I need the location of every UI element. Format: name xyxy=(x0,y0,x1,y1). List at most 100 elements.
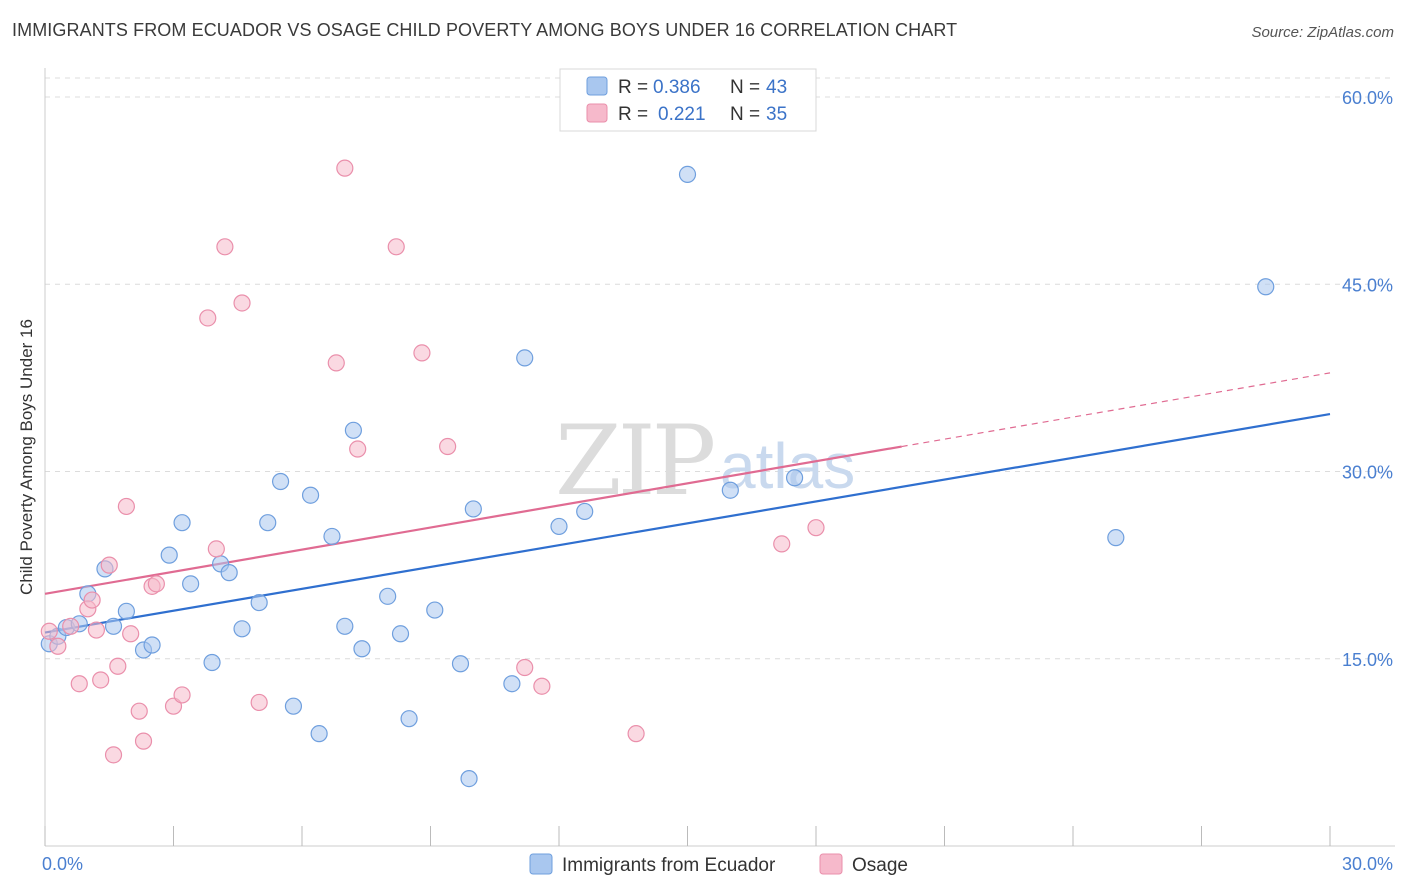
osage-point xyxy=(807,519,825,537)
ecuador-point xyxy=(426,601,444,619)
osage-point xyxy=(773,535,791,553)
ecuador-point xyxy=(104,617,123,635)
ecuador-point xyxy=(503,675,521,693)
y-axis-label: Child Poverty Among Boys Under 16 xyxy=(17,319,36,595)
ecuador-point xyxy=(451,655,470,673)
osage-point xyxy=(216,238,234,256)
osage-point xyxy=(413,344,431,362)
legend-r-value-2: 0.221 xyxy=(658,104,706,125)
ecuador-point xyxy=(271,472,290,491)
ecuador-point xyxy=(160,546,178,564)
osage-point xyxy=(49,637,67,655)
ecuador-point xyxy=(785,469,804,487)
y-tick-label: 15.0% xyxy=(1342,650,1393,670)
legend-swatch-osage-bottom xyxy=(819,853,843,875)
axes xyxy=(44,68,1395,847)
osage-point xyxy=(439,437,457,456)
ecuador-point xyxy=(353,640,371,658)
legend-swatch-osage xyxy=(586,103,608,123)
ecuador-point xyxy=(550,517,568,536)
osage-point xyxy=(207,540,225,558)
osage-point xyxy=(533,677,551,695)
osage-point xyxy=(92,671,110,689)
legend-n-value-1: 43 xyxy=(766,77,787,98)
osage-point xyxy=(117,497,135,516)
legend-swatch-ecuador xyxy=(586,76,608,96)
osage-point xyxy=(83,591,101,609)
osage-point xyxy=(109,657,127,675)
ecuador-point xyxy=(379,587,397,605)
osage-point xyxy=(199,309,217,327)
osage-point xyxy=(250,693,268,712)
data-points xyxy=(40,159,1275,788)
ecuador-point xyxy=(203,653,221,672)
legend-label-ecuador: Immigrants from Ecuador xyxy=(562,855,776,876)
osage-trend-extension xyxy=(901,372,1331,448)
series-legend: Immigrants from Ecuador Osage xyxy=(529,853,908,876)
ecuador-point xyxy=(400,710,418,728)
ecuador-point xyxy=(117,602,135,620)
ecuador-point xyxy=(233,620,251,638)
ecuador-point xyxy=(310,725,328,743)
chart-title: IMMIGRANTS FROM ECUADOR VS OSAGE CHILD P… xyxy=(12,20,958,40)
ecuador-point xyxy=(220,564,238,582)
osage-point xyxy=(387,238,405,256)
osage-point xyxy=(627,725,645,743)
ecuador-point xyxy=(460,769,478,788)
legend-r-value-1: 0.386 xyxy=(653,77,701,98)
osage-point xyxy=(62,617,80,635)
ecuador-point xyxy=(250,593,268,612)
ecuador-point xyxy=(284,697,303,715)
legend-r-label-2: R = xyxy=(618,104,648,125)
stats-legend: R = 0.386 N = 43 R = 0.221 N = 35 xyxy=(559,68,817,132)
ecuador-point xyxy=(464,500,482,518)
ecuador-point xyxy=(391,625,410,643)
x-tick-label: 0.0% xyxy=(42,854,83,874)
osage-point xyxy=(122,625,140,643)
osage-point xyxy=(147,575,165,593)
y-tick-label: 30.0% xyxy=(1342,463,1393,483)
osage-point xyxy=(87,621,106,639)
osage-point xyxy=(173,686,191,704)
ecuador-point xyxy=(182,575,200,593)
osage-point xyxy=(40,622,58,640)
ecuador-point xyxy=(721,481,739,499)
ecuador-point xyxy=(336,617,354,635)
y-tick-label: 45.0% xyxy=(1342,275,1393,295)
ecuador-point xyxy=(173,514,191,532)
x-tick-label: 30.0% xyxy=(1342,854,1393,874)
legend-n-label-2: N = xyxy=(730,104,760,125)
ecuador-point xyxy=(1107,529,1125,547)
watermark: ZIP atlas xyxy=(555,405,855,517)
osage-point xyxy=(104,746,123,764)
ecuador-point xyxy=(576,502,594,521)
osage-point xyxy=(233,294,251,312)
ecuador-point xyxy=(1257,278,1275,296)
osage-point xyxy=(70,675,88,693)
osage-point xyxy=(130,702,148,720)
legend-n-label-1: N = xyxy=(730,77,760,98)
legend-swatch-ecuador-bottom xyxy=(529,853,553,875)
tick-labels: 15.0% 30.0% 45.0% 60.0% 0.0% 30.0% xyxy=(42,88,1393,874)
osage-point xyxy=(516,658,534,677)
osage-point xyxy=(336,159,354,177)
legend-label-osage: Osage xyxy=(852,855,908,876)
ecuador-point xyxy=(678,165,697,183)
legend-n-value-2: 35 xyxy=(766,104,787,125)
y-tick-label: 60.0% xyxy=(1342,88,1393,108)
ecuador-point xyxy=(301,486,320,504)
osage-trend-line xyxy=(44,445,902,595)
osage-point xyxy=(134,732,153,750)
source-label: Source: ZipAtlas.com xyxy=(1251,24,1394,41)
legend-r-label-1: R = xyxy=(618,77,648,98)
osage-point xyxy=(100,556,118,574)
osage-point xyxy=(349,440,367,458)
grid xyxy=(45,77,1395,660)
ecuador-point xyxy=(516,349,534,367)
watermark-zip: ZIP xyxy=(555,405,714,517)
ecuador-point xyxy=(143,636,161,654)
ecuador-point xyxy=(344,421,362,439)
ecuador-point xyxy=(323,527,341,546)
osage-point xyxy=(327,354,345,372)
